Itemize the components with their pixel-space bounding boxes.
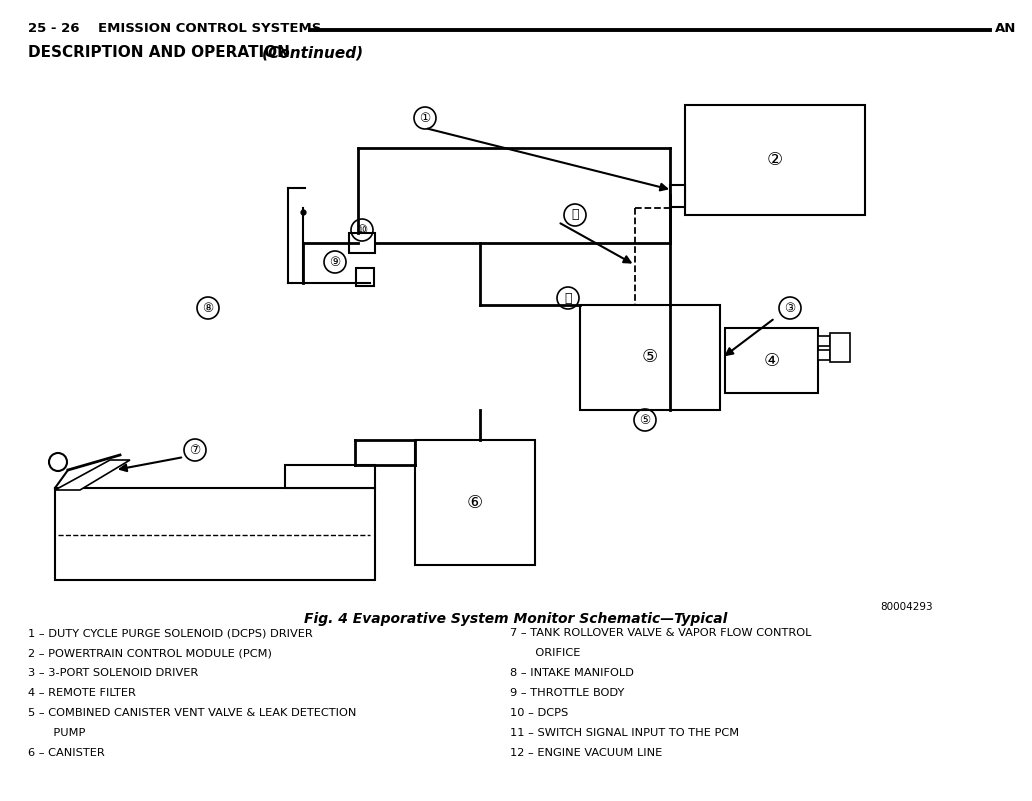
Text: 8 – INTAKE MANIFOLD: 8 – INTAKE MANIFOLD bbox=[510, 668, 634, 678]
Bar bbox=[818, 350, 830, 360]
Text: 1 – DUTY CYCLE PURGE SOLENOID (DCPS) DRIVER: 1 – DUTY CYCLE PURGE SOLENOID (DCPS) DRI… bbox=[28, 628, 313, 638]
Text: PUMP: PUMP bbox=[28, 728, 86, 738]
Bar bbox=[285, 465, 375, 488]
Text: ⑨: ⑨ bbox=[329, 256, 341, 268]
Bar bbox=[670, 185, 685, 207]
Text: ORIFICE: ORIFICE bbox=[510, 648, 580, 658]
Text: 10 – DCPS: 10 – DCPS bbox=[510, 708, 569, 718]
Text: ①: ① bbox=[419, 111, 430, 124]
Bar bbox=[830, 333, 850, 362]
Text: 2 – POWERTRAIN CONTROL MODULE (PCM): 2 – POWERTRAIN CONTROL MODULE (PCM) bbox=[28, 648, 271, 658]
Text: AN: AN bbox=[995, 22, 1017, 35]
Bar bbox=[349, 233, 375, 253]
Text: ④: ④ bbox=[764, 352, 779, 369]
Text: ⑪: ⑪ bbox=[572, 208, 579, 222]
Text: DESCRIPTION AND OPERATION: DESCRIPTION AND OPERATION bbox=[28, 45, 295, 60]
Text: 7 – TANK ROLLOVER VALVE & VAPOR FLOW CONTROL: 7 – TANK ROLLOVER VALVE & VAPOR FLOW CON… bbox=[510, 628, 811, 638]
Text: 80004293: 80004293 bbox=[880, 602, 933, 612]
Text: ⑧: ⑧ bbox=[202, 301, 214, 315]
Bar bbox=[580, 305, 720, 410]
Bar bbox=[818, 336, 830, 346]
Bar bbox=[55, 488, 375, 580]
Bar bbox=[356, 268, 374, 286]
Text: 11 – SWITCH SIGNAL INPUT TO THE PCM: 11 – SWITCH SIGNAL INPUT TO THE PCM bbox=[510, 728, 739, 738]
Text: ⑫: ⑫ bbox=[565, 292, 572, 304]
Text: 12 – ENGINE VACUUM LINE: 12 – ENGINE VACUUM LINE bbox=[510, 748, 663, 758]
Text: ⑦: ⑦ bbox=[190, 444, 200, 457]
Text: ③: ③ bbox=[784, 301, 796, 315]
Text: 5 – COMBINED CANISTER VENT VALVE & LEAK DETECTION: 5 – COMBINED CANISTER VENT VALVE & LEAK … bbox=[28, 708, 356, 718]
Text: 4 – REMOTE FILTER: 4 – REMOTE FILTER bbox=[28, 688, 136, 698]
Polygon shape bbox=[55, 460, 130, 490]
Text: ⑤: ⑤ bbox=[642, 348, 658, 367]
Bar bbox=[725, 328, 818, 393]
Text: ⑤: ⑤ bbox=[640, 413, 650, 426]
Text: ②: ② bbox=[767, 151, 783, 169]
Text: (Continued): (Continued) bbox=[262, 45, 364, 60]
Bar bbox=[685, 105, 865, 215]
Text: ⑩: ⑩ bbox=[356, 223, 367, 236]
Text: 3 – 3-PORT SOLENOID DRIVER: 3 – 3-PORT SOLENOID DRIVER bbox=[28, 668, 198, 678]
Text: 9 – THROTTLE BODY: 9 – THROTTLE BODY bbox=[510, 688, 624, 698]
Text: 6 – CANISTER: 6 – CANISTER bbox=[28, 748, 105, 758]
Text: Fig. 4 Evaporative System Monitor Schematic—Typical: Fig. 4 Evaporative System Monitor Schema… bbox=[304, 612, 728, 626]
Text: ⑥: ⑥ bbox=[466, 493, 483, 512]
Text: 25 - 26    EMISSION CONTROL SYSTEMS: 25 - 26 EMISSION CONTROL SYSTEMS bbox=[28, 22, 321, 35]
Bar bbox=[415, 440, 535, 565]
